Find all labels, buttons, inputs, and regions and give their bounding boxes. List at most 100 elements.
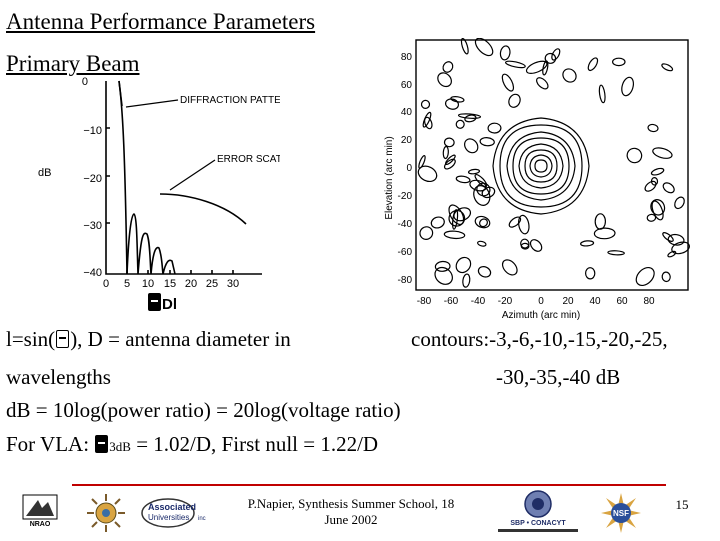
sun-emblem-icon (87, 494, 125, 532)
diffraction-sidelobes (126, 213, 176, 275)
body-line-4: For VLA: 3dB = 1.02/D, First null = 1.22… (6, 432, 379, 456)
contour-line (499, 124, 583, 208)
contour-line (534, 159, 548, 173)
rxtick-n60: -60 (444, 296, 459, 307)
contour-line (473, 185, 491, 206)
contour-line (422, 111, 432, 128)
aui-logo: Associated Universities inc (140, 496, 220, 530)
contour-line (430, 216, 445, 229)
right-x-label: Azimuth (arc min) (502, 310, 580, 321)
contour-line (536, 77, 549, 90)
contour-line (671, 241, 690, 255)
contour-line (525, 60, 548, 74)
body-contours-text: contours:-3,-6,-10,-15,-20,-25, (411, 327, 668, 351)
contour-line (662, 182, 675, 194)
rxtick-n40: -40 (471, 296, 486, 307)
rytick-40: 40 (401, 107, 413, 118)
xtick-20: 20 (185, 278, 197, 290)
xtick-25: 25 (206, 278, 218, 290)
ytick-40: −40 (83, 267, 102, 279)
page-number: 15 (675, 497, 689, 512)
contour-line (434, 260, 451, 272)
contour-line (501, 259, 518, 276)
svg-text:NSF: NSF (613, 509, 629, 518)
contour-line (508, 93, 521, 108)
contour-line (607, 250, 625, 256)
theta-glyph-icon (56, 330, 70, 348)
y-axis-label: dB (38, 167, 51, 179)
contour-line (443, 230, 466, 240)
contour-line (646, 213, 657, 222)
contour-line (424, 116, 433, 130)
beam-pattern-plot: 0 −10 −20 −30 −40 dB 0 5 10 15 20 25 30 … (38, 76, 280, 290)
rytick-0: 0 (406, 163, 412, 174)
contour-line (477, 266, 492, 278)
ytick-30: −30 (83, 220, 102, 232)
ytick-0: 0 (82, 76, 88, 88)
plot-x-label: Dl (147, 293, 177, 313)
xtick-10: 10 (142, 278, 154, 290)
contour-line (512, 137, 570, 195)
contour-line (420, 99, 431, 110)
svg-text:inc: inc (198, 516, 206, 522)
contour-line (437, 72, 452, 88)
contour-line (434, 266, 453, 285)
contour-line (529, 239, 543, 252)
theta-glyph-icon (148, 293, 161, 311)
ytick-10: −10 (83, 125, 102, 137)
annotation-diffraction: DIFFRACTION PATTERN (180, 95, 280, 106)
contour-line (562, 68, 577, 83)
slide-title-line1: Antenna Performance Parameters (6, 9, 316, 34)
contour-line (444, 98, 460, 110)
contour-line (479, 218, 488, 228)
contour-line (647, 123, 659, 133)
theta-glyph-icon (95, 435, 109, 453)
plot-axes (105, 81, 262, 275)
contour-line (442, 61, 454, 73)
contour-line (460, 38, 469, 55)
contour-line (650, 177, 659, 186)
contour-line (457, 113, 482, 119)
rxtick-n80: -80 (417, 296, 432, 307)
contour-line (598, 84, 606, 104)
nsf-logo: NSF (600, 492, 642, 534)
contour-line (518, 214, 530, 235)
svg-text:NRAO: NRAO (30, 521, 51, 528)
contour-line (661, 63, 674, 72)
xtick-15: 15 (164, 278, 176, 290)
contour-line (455, 175, 471, 184)
sun-logo (84, 492, 128, 534)
contour-line (481, 186, 496, 199)
contour-line (492, 117, 590, 215)
contour-lines (417, 38, 690, 288)
contour-line (651, 200, 664, 221)
diffraction-top (118, 80, 123, 107)
contour-line (455, 256, 472, 274)
contour-line (674, 196, 685, 210)
contour-line (455, 119, 465, 129)
contour-line (474, 174, 488, 188)
rxtick-20: 20 (562, 296, 574, 307)
contour-line (417, 165, 438, 183)
contour-line (477, 240, 487, 247)
body-line-3: dB = 10log(power ratio) = 20log(voltage … (6, 398, 401, 422)
contour-line (499, 45, 511, 61)
svg-text:Associated: Associated (148, 502, 196, 512)
xtick-0: 0 (103, 278, 109, 290)
body-line-1: l=sin(), D = antenna diameter in (6, 327, 291, 351)
slide-title-line2: Primary Beam (6, 51, 140, 76)
nsf-logo-icon: NSF (601, 493, 641, 533)
rxtick-60: 60 (616, 296, 628, 307)
contour-line (542, 60, 549, 76)
contour-line (474, 215, 491, 229)
rytick-20: 20 (401, 135, 413, 146)
contour-line (442, 145, 449, 160)
xtick-30: 30 (227, 278, 239, 290)
contour-line (419, 226, 434, 240)
aui-logo-icon: Associated Universities inc (141, 498, 206, 528)
contour-line (508, 216, 522, 228)
contour-line (635, 266, 655, 287)
contour-line (587, 57, 599, 72)
nrao-logo-icon: NRAO (22, 494, 58, 528)
rxtick-0: 0 (538, 296, 544, 307)
